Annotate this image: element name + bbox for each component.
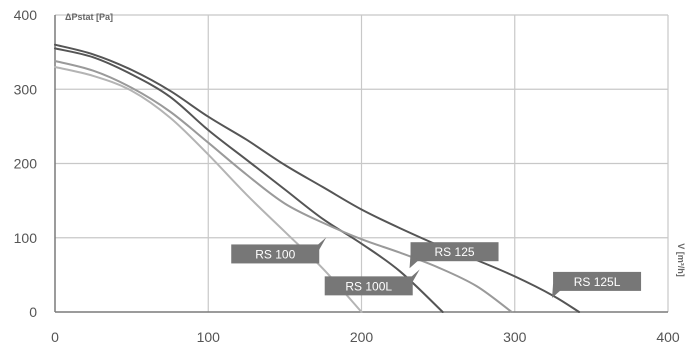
series-tag-label: RS 125: [435, 245, 475, 259]
x-tick-label: 0: [51, 329, 59, 345]
series-tag-pointer: [552, 283, 562, 298]
series-tag-pointer: [318, 237, 327, 252]
series-tag-pointer: [409, 254, 419, 269]
y-tick-label: 100: [14, 230, 38, 246]
series-line-rs-100l: [54, 47, 444, 313]
y-axis-label: ΔPstat [Pa]: [65, 12, 113, 22]
series-tag-label: RS 100: [255, 247, 295, 261]
x-axis-label: V [m³/h]: [676, 243, 686, 277]
series-tag-label: RS 125L: [574, 275, 621, 289]
series-tag-rs-100l: RS 100L: [324, 269, 420, 296]
y-tick-label: 0: [29, 304, 37, 320]
x-tick-label: 100: [197, 329, 221, 345]
x-tick-label: 300: [503, 329, 527, 345]
series-tag-box: [324, 276, 413, 296]
y-tick-label: 400: [14, 7, 38, 23]
series-tag-box: [553, 271, 642, 291]
y-tick-label: 200: [14, 156, 38, 172]
series-tag-box: [231, 244, 320, 264]
grid-lines: [55, 14, 669, 312]
series-line-rs-125: [54, 60, 513, 313]
x-tick-label: 400: [656, 329, 680, 345]
series-tag-rs-100: RS 100: [231, 237, 327, 264]
series-line-rs-125l: [54, 43, 581, 313]
series-tag-pointer: [411, 269, 420, 284]
series-lines: [54, 43, 581, 313]
series-tag-rs-125: RS 125: [409, 242, 499, 269]
tick-labels: 0 100 200 300 400 0 100 200 300 400: [14, 7, 680, 345]
series-tag-rs-125l: RS 125L: [552, 271, 642, 298]
series-tag-label: RS 100L: [345, 279, 392, 293]
series-tags: RS 100 RS 100L RS 125 RS 125L: [231, 237, 642, 298]
x-tick-label: 200: [350, 329, 374, 345]
series-tag-box: [410, 242, 499, 262]
y-tick-label: 300: [14, 81, 38, 97]
